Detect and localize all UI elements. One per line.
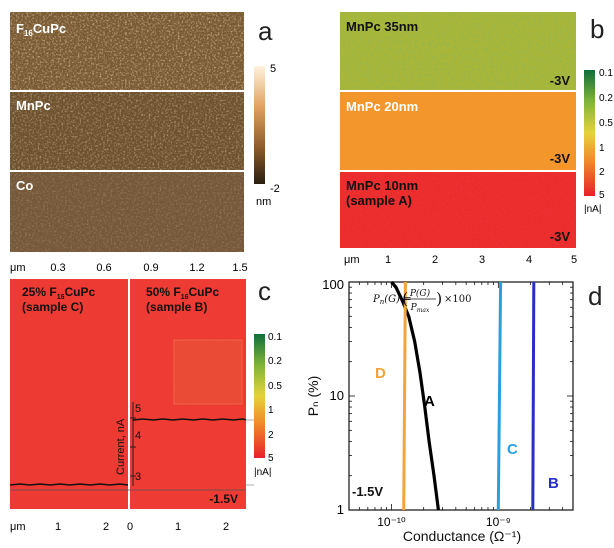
panel-a: F16CuPc MnPc Co a 5 -2 nm μm 0.3 0.6 0.9… (10, 12, 280, 274)
current-profile-sample-c (9, 483, 129, 486)
b-scale-3: 1 (599, 143, 605, 154)
panel-letter-a: a (258, 16, 273, 46)
plot-frame-d (348, 281, 574, 511)
svg-text:): ) (436, 289, 442, 308)
label-sample-b: 50% F16CuPc (146, 285, 219, 301)
series-label-b: B (548, 475, 559, 492)
x-tick-b-4: 4 (526, 254, 532, 266)
current-profile-sample-b (132, 418, 247, 421)
panel-b: MnPc 35nm -3V MnPc 20nm -3V MnPc 10nm (s… (340, 12, 613, 266)
strip-label-35nm: MnPc 35nm (346, 19, 418, 34)
current-tick-3: 3 (135, 471, 141, 483)
x-tick-a-1: 0.3 (50, 262, 65, 274)
c-scale-1: 0.2 (268, 356, 282, 367)
x-tick-b-1: 1 (385, 254, 391, 266)
formula-inset: Pn(G) = P(G) Pmax ( ) ×100 (372, 288, 471, 314)
c-scale-3: 1 (268, 405, 274, 416)
series-line-a (390, 280, 440, 511)
c-scale-2: 0.5 (268, 381, 282, 392)
current-colorbar-c (254, 334, 265, 458)
panel-letter-d: d (588, 281, 602, 311)
x-tick-a-5: 1.5 (232, 262, 247, 274)
series-label-c: C (507, 441, 518, 458)
b-scale-2: 0.5 (599, 118, 613, 129)
c-scale-5: 5 (268, 453, 274, 464)
x-tick-a-4: 1.2 (189, 262, 204, 274)
strip-label-10nm-sample: (sample A) (346, 193, 412, 208)
series-line-d (402, 281, 407, 511)
height-colorbar (254, 66, 265, 184)
x-tick-c-l2: 2 (103, 521, 109, 533)
strip-bias-10nm: -3V (550, 229, 571, 244)
current-tick-5: 5 (135, 403, 141, 415)
x-unit-c: μm (10, 521, 26, 533)
svg-text:Pmax: Pmax (410, 303, 430, 314)
label-sample-c: 25% F16CuPc (22, 285, 95, 301)
x-tick-c-l1: 1 (55, 521, 61, 533)
x-tick-a-2: 0.6 (96, 262, 111, 274)
series-layer-d (390, 280, 536, 511)
y-tick-1: 1 (337, 502, 344, 517)
height-scale-max: 5 (270, 63, 276, 75)
x-tick-b-3: 3 (479, 254, 485, 266)
current-axis-label: Current, nA (115, 418, 127, 475)
current-strip-20nm (340, 92, 576, 170)
x-axis-label-d: Conductance (Ω⁻¹) (403, 528, 521, 544)
x-unit-a: μm (10, 262, 26, 274)
label-sample-c-name: (sample C) (22, 300, 83, 314)
strip-label-co: Co (16, 178, 33, 193)
panel-d: Pₙ (%) Conductance (Ω⁻¹) 100 10 1 10⁻¹⁰ … (305, 277, 602, 544)
strip-bias-20nm: -3V (550, 151, 571, 166)
series-label-a: A (424, 393, 435, 410)
c-scale-unit: |nA| (254, 467, 271, 478)
x-tick-c-r1: 1 (175, 521, 181, 533)
height-scale-min: -2 (270, 183, 280, 195)
bias-c: -1.5V (209, 492, 238, 506)
y-tick-10: 10 (330, 388, 344, 403)
series-line-c (496, 281, 503, 511)
strip-label-20nm: MnPc 20nm (346, 99, 418, 114)
y-axis-label-d: Pₙ (%) (305, 376, 321, 417)
panel-letter-b: b (590, 14, 604, 44)
panel-letter-c: c (258, 276, 271, 306)
svg-text:(: ( (402, 289, 408, 308)
current-tick-4: 4 (135, 430, 141, 442)
label-sample-b-name: (sample B) (146, 300, 207, 314)
x-tick-b-5: 5 (571, 254, 577, 266)
x-tick-a-3: 0.9 (143, 262, 158, 274)
y-tick-100: 100 (322, 277, 344, 292)
bias-d: -1.5V (352, 484, 383, 499)
b-scale-1: 0.2 (599, 93, 613, 104)
svg-text:Pn(G) =: Pn(G) = (372, 294, 412, 306)
strip-bias-35nm: -3V (550, 73, 571, 88)
series-label-d: D (375, 365, 386, 382)
panel-c: 25% F16CuPc (sample C) 50% F16CuPc (samp… (9, 276, 282, 533)
strip-label-mnpc: MnPc (16, 98, 51, 113)
svg-text:P(G): P(G) (409, 288, 431, 299)
height-scale-unit: nm (256, 196, 271, 208)
current-colorbar-b (584, 70, 595, 196)
x-unit-b: μm (344, 254, 360, 266)
x-tick-c-r2: 2 (223, 521, 229, 533)
b-scale-4: 2 (599, 167, 605, 178)
strip-label-f16cupc: F16CuPc (16, 21, 66, 38)
b-scale-unit: |nA| (584, 204, 601, 215)
x-tick-1e-10: 10⁻¹⁰ (377, 515, 406, 529)
x-tick-b-2: 2 (432, 254, 438, 266)
c-scale-4: 2 (268, 430, 274, 441)
x-tick-c-r0: 0 (127, 521, 133, 533)
svg-text:×100: ×100 (444, 294, 471, 305)
strip-label-10nm: MnPc 10nm (346, 178, 418, 193)
x-tick-1e-9: 10⁻⁹ (486, 515, 511, 529)
axis-ticks-d (348, 282, 574, 511)
series-line-b (531, 281, 536, 511)
b-scale-0: 0.1 (599, 68, 613, 79)
b-scale-5: 5 (599, 190, 605, 201)
current-map-sample-c (10, 279, 128, 509)
c-scale-0: 0.1 (268, 332, 282, 343)
